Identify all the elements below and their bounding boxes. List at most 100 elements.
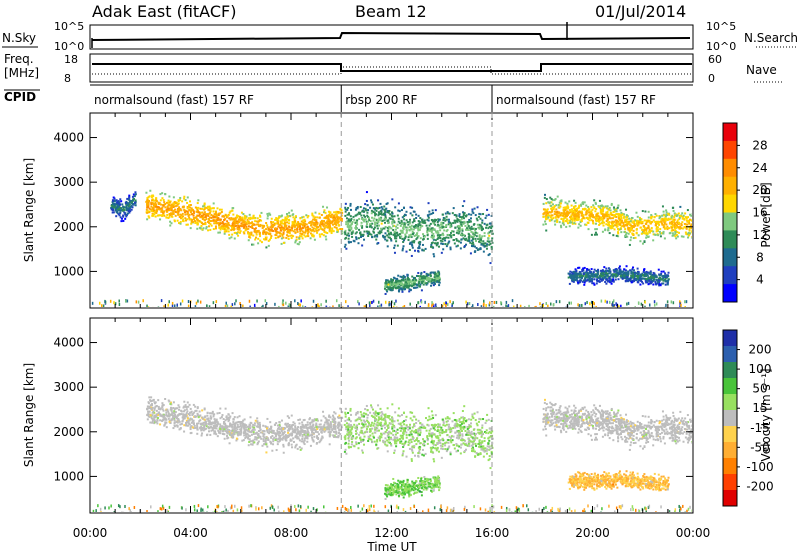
power-point — [363, 218, 366, 221]
power-noise-point — [492, 305, 495, 307]
power-point — [613, 270, 616, 273]
power-point — [551, 218, 554, 221]
power-point — [640, 280, 643, 283]
power-point — [146, 200, 149, 203]
power-point — [428, 210, 431, 213]
power-point — [587, 205, 590, 208]
power-point — [266, 226, 269, 229]
power-point — [221, 227, 224, 230]
power-point — [288, 232, 291, 235]
power-point — [413, 282, 416, 285]
power-point — [337, 216, 340, 219]
power-point — [191, 218, 194, 221]
power-point — [388, 233, 391, 236]
power-point — [196, 208, 199, 211]
power-point — [620, 231, 623, 234]
power-point — [422, 235, 425, 238]
power-point — [641, 222, 644, 225]
power-point — [298, 235, 301, 238]
power-point — [485, 244, 488, 247]
power-point — [584, 207, 587, 210]
power-point — [597, 279, 600, 282]
power-point — [248, 236, 251, 239]
power-point — [414, 286, 417, 289]
power-point — [214, 215, 217, 218]
power-point — [438, 218, 441, 221]
power-point — [351, 221, 354, 224]
power-point — [570, 221, 573, 224]
power-point — [615, 234, 618, 237]
power-point — [132, 193, 135, 196]
velocity-point — [257, 440, 260, 443]
power-point — [450, 236, 453, 239]
power-point — [328, 228, 331, 231]
power-noise-point — [187, 304, 190, 307]
power-point — [613, 220, 616, 223]
power-point — [609, 217, 612, 220]
power-point — [296, 242, 299, 245]
power-point — [548, 202, 551, 205]
power-point — [257, 224, 260, 227]
power-point — [274, 237, 277, 240]
power-point — [668, 218, 671, 221]
power-point — [606, 223, 609, 226]
power-point — [588, 279, 591, 282]
power-point — [685, 217, 688, 220]
power-noise-point — [644, 305, 646, 307]
nsky-label: N.Sky — [2, 31, 36, 45]
power-point — [384, 292, 387, 295]
power-point — [280, 220, 283, 223]
power-point — [166, 213, 169, 216]
power-point — [580, 276, 583, 279]
power-point — [287, 230, 290, 233]
power-point — [570, 275, 573, 278]
power-point — [401, 290, 404, 293]
power-point — [395, 231, 398, 234]
power-point — [655, 227, 658, 230]
power-point — [590, 273, 593, 276]
power-point — [473, 227, 476, 230]
power-point — [386, 202, 389, 205]
power-point — [437, 219, 440, 222]
power-point — [612, 234, 615, 237]
power-point — [219, 221, 222, 224]
power-noise-point — [665, 303, 667, 307]
power-point — [603, 214, 606, 217]
power-point — [176, 209, 179, 212]
power-point — [195, 206, 198, 209]
power-point — [671, 222, 674, 225]
power-point — [640, 232, 643, 235]
power-point — [287, 219, 290, 222]
power-point — [446, 211, 449, 214]
power-point — [604, 273, 607, 276]
power-point — [299, 230, 302, 233]
power-point — [577, 215, 580, 218]
power-point — [591, 282, 594, 285]
power-point — [624, 279, 627, 282]
power-point — [448, 212, 451, 215]
power-point — [666, 280, 669, 283]
power-point — [544, 220, 547, 223]
power-point — [664, 272, 667, 275]
power-noise-point — [477, 303, 479, 307]
power-point — [313, 218, 316, 221]
power-point — [425, 277, 428, 280]
power-point — [223, 226, 226, 229]
power-noise-point — [368, 301, 371, 305]
power-point — [629, 227, 632, 230]
power-point — [334, 216, 337, 219]
power-point — [678, 216, 681, 219]
power-point — [571, 212, 574, 215]
power-point — [652, 283, 655, 286]
power-point — [202, 214, 205, 217]
power-point — [620, 274, 623, 277]
power-point — [596, 280, 599, 283]
power-point — [220, 211, 223, 214]
velocity-point — [268, 430, 271, 433]
power-point — [408, 222, 411, 225]
power-point — [289, 234, 292, 237]
power-point — [619, 228, 622, 231]
power-point — [635, 228, 638, 231]
power-point — [179, 220, 182, 223]
power-point — [217, 217, 220, 220]
